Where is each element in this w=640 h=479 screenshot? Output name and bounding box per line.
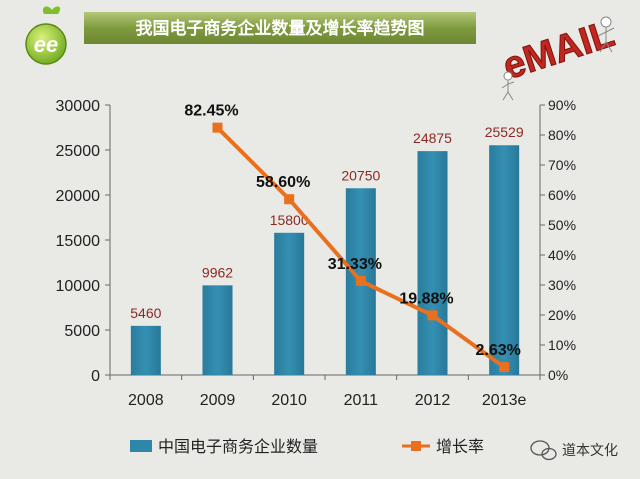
growth-point [212,122,223,133]
x-tick-label: 2009 [200,392,236,409]
legend-label-companies: 中国电子商务企业数量 [158,438,318,456]
axes: 0 5000 10000 15000 20000 25000 30000 0% 10% 20% 30… [56,97,577,409]
x-tick-label: 2011 [344,392,379,409]
right-tick-label: 80% [548,127,576,143]
bar-labels: 5460 9962 15800 20750 24875 25529 [130,124,524,321]
right-tick-label: 40% [548,247,576,263]
logo-text: ee [34,32,58,57]
x-tick-label: 2008 [128,392,164,409]
bar [202,285,233,375]
watermark-text: 道本文化 [562,442,618,458]
legend: 中国电子商务企业数量 增长率 [130,438,484,456]
right-tick-label: 50% [548,217,576,233]
bar [274,232,305,375]
growth-point [499,362,510,373]
x-tick-label: 2010 [271,392,307,409]
bar [489,145,520,375]
left-tick-label: 30000 [56,98,101,115]
left-tick-label: 10000 [56,278,101,295]
right-tick-label: 0% [548,367,568,383]
ee-logo-icon: ee [25,6,67,65]
title-banner [84,12,476,44]
bar-value-label: 20750 [341,167,380,183]
chart-title: 我国电子商务企业数量及增长率趋势图 [136,18,425,38]
right-tick-label: 70% [548,157,576,173]
bar-value-label: 15800 [270,212,309,228]
right-tick-label: 30% [548,277,576,293]
bar-value-label: 24875 [413,130,452,146]
legend-label-growth: 增长率 [436,438,484,456]
growth-value-label: 58.60% [256,174,310,191]
left-tick-label: 20000 [56,188,101,205]
left-tick-label: 5000 [64,323,100,340]
bars [130,145,520,375]
growth-value-label: 31.33% [328,256,382,273]
x-tick-label: 2013e [482,392,527,409]
growth-value-label: 82.45% [184,103,238,120]
bar [417,151,448,375]
legend-swatch-companies [130,440,152,452]
growth-point [284,194,295,205]
left-tick-label: 25000 [56,143,101,160]
growth-point [427,310,438,321]
legend-marker-growth [411,441,421,451]
x-tick-label: 2012 [415,392,451,409]
right-tick-label: 10% [548,337,576,353]
watermark: 道本文化 [530,440,618,461]
growth-value-label: 19.88% [399,290,453,307]
right-tick-label: 20% [548,307,576,323]
bar-value-label: 5460 [130,305,161,321]
figure-person-icon [501,16,615,101]
line-labels: 82.45% 58.60% 31.33% 19.88% 2.63% [184,103,520,359]
wechat-icon [530,440,557,461]
bar-value-label: 9962 [202,264,233,280]
growth-value-label: 2.63% [475,342,520,359]
bar-value-label: 25529 [485,124,524,140]
growth-line [212,122,510,373]
right-tick-label: 90% [548,97,576,113]
left-tick-label: 15000 [56,233,101,250]
growth-point [355,276,366,287]
right-tick-label: 60% [548,187,576,203]
left-tick-label: 0 [91,368,100,385]
bar [130,325,161,375]
